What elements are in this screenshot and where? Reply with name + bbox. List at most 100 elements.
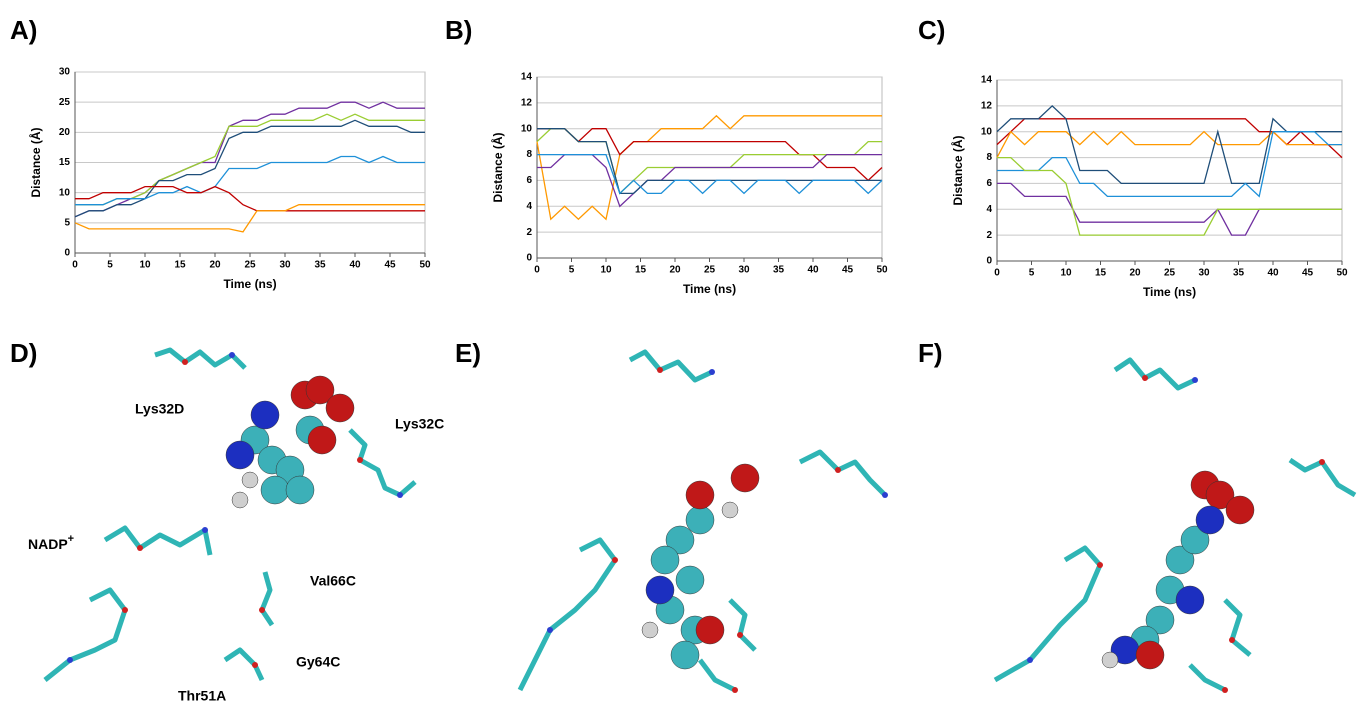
atom-sphere: [1135, 640, 1165, 670]
y-tick-label: 10: [981, 126, 993, 137]
bond: [1188, 663, 1227, 693]
atom: [657, 367, 663, 373]
bond: [1113, 357, 1197, 391]
atom-sphere: [685, 480, 715, 510]
series-line: [74, 101, 425, 218]
residue-label: NADP+: [28, 533, 74, 552]
x-tick-label: 50: [876, 265, 888, 276]
series-line: [536, 128, 882, 195]
atom: [1097, 562, 1103, 568]
panel-label: C): [918, 15, 945, 45]
atom: [252, 662, 258, 668]
bond: [728, 598, 757, 652]
atom: [137, 545, 143, 551]
bond: [103, 525, 213, 556]
bond: [1223, 598, 1252, 657]
atom-sphere: [325, 393, 355, 423]
x-tick-label: 25: [1164, 268, 1176, 279]
y-tick-label: 6: [986, 178, 992, 189]
atom: [835, 467, 841, 473]
y-tick-label: 0: [526, 253, 532, 264]
residue-label: Thr51A: [178, 688, 226, 704]
atom-sphere: [231, 491, 249, 509]
residue-label: Lys32D: [135, 401, 184, 417]
atom-sphere: [1195, 505, 1225, 535]
chart: A) 0 5 10 15 20 25 30 0 5 10 15 20 25 30 35 40 45 50 Time (…: [10, 15, 431, 291]
bond: [517, 537, 618, 692]
y-tick-label: 0: [64, 248, 70, 259]
y-axis-label: Distance (Å): [28, 127, 43, 197]
x-tick-label: 35: [1233, 268, 1245, 279]
y-tick-label: 4: [986, 204, 992, 215]
atom-sphere: [1101, 651, 1119, 669]
series-line: [537, 128, 882, 195]
x-tick-label: 0: [534, 265, 540, 276]
atom: [67, 657, 73, 663]
atom: [122, 607, 128, 613]
y-tick-label: 20: [59, 127, 71, 138]
x-tick-label: 5: [107, 260, 113, 271]
x-tick-label: 15: [1095, 268, 1107, 279]
series-line: [536, 114, 882, 221]
panel-label: E): [455, 338, 481, 368]
atom-sphere: [260, 475, 290, 505]
atom: [612, 557, 618, 563]
residue-label-main: NADP: [28, 536, 68, 552]
panel-label: B): [445, 15, 472, 45]
atom-sphere: [1175, 585, 1205, 615]
x-tick-label: 20: [669, 265, 681, 276]
x-tick-label: 10: [600, 265, 612, 276]
atom-sphere: [1180, 525, 1210, 555]
series-line: [997, 156, 1342, 236]
atom: [202, 527, 208, 533]
series-line: [537, 153, 883, 195]
atom-sphere: [685, 505, 715, 535]
x-tick-label: 5: [1029, 268, 1035, 279]
atom-sphere: [1145, 605, 1175, 635]
residue-label: Val66C: [310, 573, 356, 589]
panel-label: A): [10, 15, 37, 45]
atom: [229, 352, 235, 358]
atom-sphere: [307, 425, 337, 455]
chart: C) 0 2 4 6 8 10 12 14 0 5 10 15 20 25 30 35 40 45 50 Time (n…: [918, 15, 1348, 299]
bond: [698, 658, 737, 693]
panel-label: F): [918, 338, 943, 368]
atom-sphere: [1205, 480, 1235, 510]
y-tick-label: 15: [59, 157, 71, 168]
x-axis-label: Time (ns): [683, 282, 736, 296]
x-tick-label: 20: [209, 260, 221, 271]
y-tick-label: 8: [986, 152, 992, 163]
x-tick-label: 15: [174, 260, 186, 271]
series-line: [74, 119, 425, 218]
y-axis-label: Distance (Å): [950, 135, 965, 205]
atom: [732, 687, 738, 693]
x-tick-label: 10: [1060, 268, 1072, 279]
atom-sphere: [225, 440, 255, 470]
y-tick-label: 4: [526, 201, 532, 212]
atom-sphere: [641, 621, 659, 639]
atom-sphere: [645, 575, 675, 605]
atom: [1229, 637, 1235, 643]
atom-sphere: [305, 375, 335, 405]
atom: [709, 369, 715, 375]
residue-label: Lys32C: [395, 416, 444, 432]
x-tick-label: 35: [314, 260, 326, 271]
y-tick-label: 8: [526, 149, 532, 160]
x-tick-label: 0: [994, 268, 1000, 279]
y-tick-label: 5: [64, 217, 70, 228]
series-line: [75, 113, 425, 206]
y-tick-label: 2: [986, 230, 992, 241]
bond: [993, 545, 1103, 683]
y-tick-label: 0: [986, 256, 992, 267]
atom-sphere: [670, 640, 700, 670]
series-line: [75, 155, 425, 206]
x-tick-label: 40: [807, 265, 819, 276]
x-tick-label: 45: [1302, 268, 1314, 279]
bond: [628, 349, 714, 383]
atom-sphere: [1225, 495, 1255, 525]
x-axis-label: Time (ns): [223, 277, 276, 291]
atom: [1192, 377, 1198, 383]
y-tick-label: 12: [981, 100, 993, 111]
x-tick-label: 20: [1129, 268, 1141, 279]
y-axis-label: Distance (Å): [490, 132, 505, 202]
